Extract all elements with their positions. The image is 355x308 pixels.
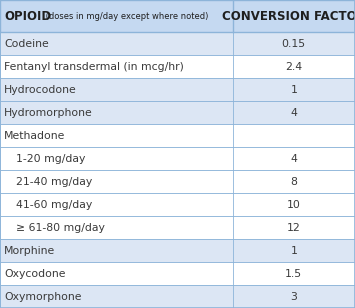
Bar: [0, 193, 355, 216]
Text: 41-60 mg/day: 41-60 mg/day: [16, 200, 92, 210]
Text: 0.15: 0.15: [282, 39, 306, 49]
Text: (doses in mg/day except where noted): (doses in mg/day except where noted): [43, 12, 208, 21]
Text: 8: 8: [290, 177, 297, 187]
Text: 12: 12: [287, 223, 301, 233]
Text: OPIOID: OPIOID: [4, 10, 51, 23]
Text: 1-20 mg/day: 1-20 mg/day: [16, 154, 85, 164]
Bar: [0, 0, 355, 32]
Bar: [0, 32, 355, 55]
Text: 1: 1: [290, 245, 297, 256]
Text: Fentanyl transdermal (in mcg/hr): Fentanyl transdermal (in mcg/hr): [4, 62, 184, 72]
Text: Oxymorphone: Oxymorphone: [4, 291, 82, 302]
Text: CONVERSION FACTOR: CONVERSION FACTOR: [222, 10, 355, 23]
Text: 3: 3: [290, 291, 297, 302]
Text: ≥ 61-80 mg/day: ≥ 61-80 mg/day: [16, 223, 105, 233]
Text: 4: 4: [290, 108, 297, 118]
Bar: [0, 262, 355, 285]
Text: 1: 1: [290, 85, 297, 95]
Text: 1.5: 1.5: [285, 269, 302, 278]
Bar: [0, 239, 355, 262]
Bar: [0, 170, 355, 193]
Text: 21-40 mg/day: 21-40 mg/day: [16, 177, 92, 187]
Bar: [0, 55, 355, 78]
Text: 4: 4: [290, 154, 297, 164]
Text: 10: 10: [287, 200, 301, 210]
Bar: [0, 78, 355, 101]
Text: Oxycodone: Oxycodone: [4, 269, 66, 278]
Bar: [0, 285, 355, 308]
Text: Methadone: Methadone: [4, 131, 66, 141]
Bar: [0, 101, 355, 124]
Bar: [0, 216, 355, 239]
Text: Hydrocodone: Hydrocodone: [4, 85, 77, 95]
Text: Codeine: Codeine: [4, 39, 49, 49]
Text: Morphine: Morphine: [4, 245, 55, 256]
Text: 2.4: 2.4: [285, 62, 302, 72]
Text: Hydromorphone: Hydromorphone: [4, 108, 93, 118]
Bar: [0, 147, 355, 170]
Bar: [0, 124, 355, 147]
